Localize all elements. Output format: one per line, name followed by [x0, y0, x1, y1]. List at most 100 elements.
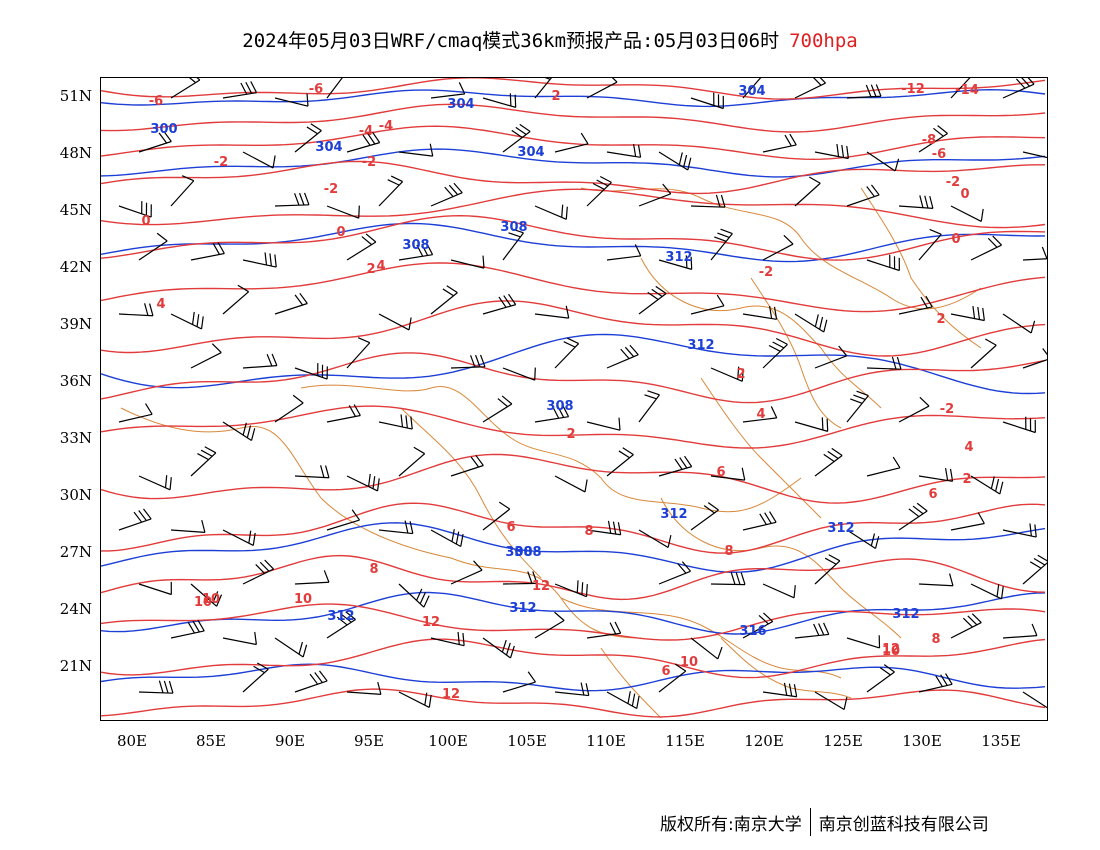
wind-barb — [482, 293, 517, 315]
wind-barb — [534, 405, 570, 423]
border-line — [640, 257, 882, 409]
wind-barb — [658, 255, 693, 270]
lon-label: 110E — [586, 732, 626, 750]
temperature-contour — [101, 453, 1046, 504]
wind-barb — [846, 390, 869, 423]
wind-barb — [814, 345, 848, 369]
wind-barb — [554, 132, 589, 153]
wind-barb — [918, 467, 954, 482]
temperature-label: -2 — [214, 155, 228, 170]
wind-barb — [502, 671, 537, 693]
wind-barb — [138, 581, 172, 596]
temperature-label: 0 — [141, 214, 150, 229]
wind-barb — [586, 78, 618, 99]
wind-barb — [554, 682, 590, 697]
temperature-label: -6 — [149, 94, 163, 109]
lat-label: 48N — [59, 144, 92, 162]
wind-barb — [430, 631, 465, 647]
lat-label: 42N — [59, 258, 92, 276]
wind-barb — [242, 353, 278, 369]
temperature-contour — [101, 502, 1046, 554]
wind-barb — [430, 285, 458, 315]
wind-barb — [970, 338, 997, 369]
wind-barb — [378, 520, 414, 535]
footer-copyright: 版权所有:南京大学 — [660, 814, 802, 835]
wind-barb — [846, 529, 880, 550]
wind-barb — [170, 619, 205, 639]
wind-barb — [242, 151, 276, 169]
height-label: 300 — [150, 122, 177, 137]
wind-barb — [502, 123, 531, 153]
wind-barb — [534, 611, 565, 639]
wind-barb — [1022, 691, 1047, 712]
wind-barb — [1002, 523, 1037, 538]
temperature-label: 4 — [964, 440, 973, 455]
wind-barb — [814, 691, 848, 711]
wind-barb — [638, 183, 672, 207]
height-contour — [101, 222, 1046, 263]
temperature-contour — [101, 103, 1046, 133]
wind-barb — [346, 337, 371, 369]
wind-barb — [118, 303, 154, 317]
wind-barb — [918, 573, 954, 587]
border-line — [720, 637, 852, 699]
wind-barb — [1002, 416, 1036, 434]
wind-barb — [794, 313, 828, 333]
temperature-label: -4 — [379, 119, 393, 134]
temperature-contour — [101, 160, 1045, 195]
wind-barb — [430, 529, 464, 548]
wind-barb — [274, 394, 304, 423]
height-label: 308 — [500, 220, 527, 235]
wind-barb — [658, 663, 687, 693]
wind-barb — [710, 228, 733, 261]
height-labels: 3003043043043043083083083083123123123083… — [150, 84, 919, 639]
wind-barb — [222, 81, 258, 99]
map-frame: -6 -6 -4 -2 -2 0 0 2 -4 -2 2 -2 2 4 4 2 4 6 6 6 8 8 8 10 10 10 12 1… — [100, 77, 1048, 721]
wind-barb — [242, 559, 274, 585]
wind-barb — [378, 414, 413, 430]
wind-barb — [450, 454, 484, 477]
wind-barb — [794, 176, 821, 207]
temperature-contour — [101, 78, 1046, 100]
wind-barb — [814, 554, 841, 585]
wind-barb — [138, 130, 172, 153]
wind-barb — [814, 447, 843, 477]
wind-barb — [190, 343, 222, 369]
temperature-label: 10 — [680, 655, 698, 670]
wind-barb — [898, 295, 933, 315]
wind-barb — [918, 125, 948, 153]
wind-barb — [586, 417, 621, 431]
wind-barb — [638, 285, 667, 315]
wind-barb — [970, 475, 1004, 495]
wind-barb — [586, 621, 622, 639]
height-label: 308 — [514, 545, 541, 560]
wind-barb — [346, 473, 380, 492]
wind-barb — [274, 192, 310, 207]
wind-barb — [430, 182, 463, 207]
wind-barb — [710, 572, 746, 586]
height-contour — [101, 522, 1046, 574]
temperature-label: 6 — [716, 465, 725, 480]
temperature-label: -6 — [932, 147, 946, 162]
height-label: 312 — [509, 601, 536, 616]
height-contours — [101, 88, 1046, 692]
lat-label: 24N — [59, 600, 92, 618]
temperature-contour — [101, 352, 1046, 404]
lon-label: 120E — [744, 732, 784, 750]
height-label: 312 — [327, 609, 354, 624]
wind-barb — [898, 396, 930, 423]
wind-barb — [918, 228, 942, 261]
wind-barb — [690, 294, 725, 315]
title-level: 700hpa — [789, 30, 858, 52]
wind-barb — [794, 78, 826, 99]
wind-barb — [950, 613, 982, 639]
title-main: 2024年05月03日WRF/cmaq模式36km预报产品:05月03日06时 — [242, 30, 780, 52]
wind-barb — [398, 583, 430, 608]
temperature-label: 12 — [882, 642, 900, 657]
temperature-label: 10 — [882, 644, 900, 659]
temperature-label: 12 — [442, 687, 460, 702]
height-contour — [101, 663, 1046, 692]
lon-label: 125E — [823, 732, 863, 750]
wind-barb — [554, 337, 580, 369]
